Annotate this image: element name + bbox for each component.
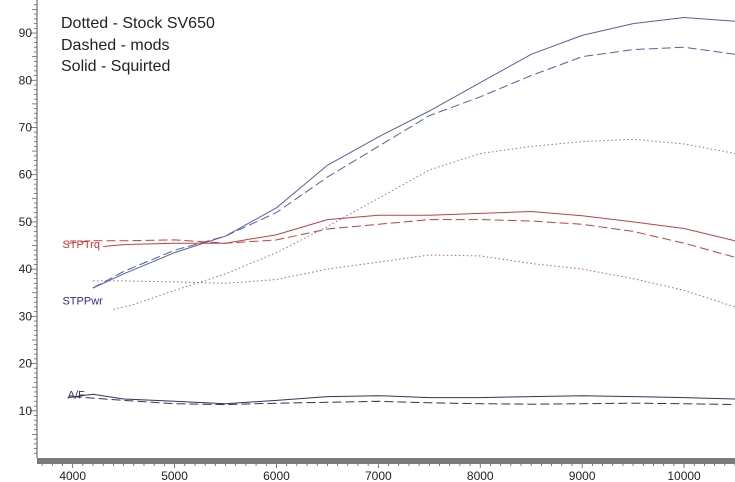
- series-power-dotted: [113, 138, 735, 310]
- series-af-solid: [67, 393, 735, 405]
- y-tick-label: 90: [19, 26, 33, 40]
- series-torque-dotted: [93, 254, 735, 308]
- y-tick-label: 60: [19, 168, 33, 182]
- x-tick-label: 8000: [467, 469, 494, 482]
- x-tick-label: 4000: [59, 469, 86, 482]
- x-axis-band: [37, 458, 735, 464]
- x-tick-label: 10000: [667, 469, 701, 482]
- x-tick-label: 7000: [365, 469, 392, 482]
- x-tick-label: 6000: [263, 469, 290, 482]
- curve-label: A/F: [68, 389, 85, 401]
- curve-label: STPTrq: [62, 239, 100, 251]
- legend-line-solid: Solid - Squirted: [61, 58, 171, 75]
- legend-line-dotted: Dotted - Stock SV650: [61, 15, 215, 32]
- series-torque-solid: [103, 210, 735, 247]
- y-tick-label: 20: [19, 357, 33, 371]
- curve-labels: STPTrq STPPwr A/F: [62, 239, 103, 401]
- series-af-dashed: [72, 396, 735, 406]
- x-tick-label: 5000: [161, 469, 188, 482]
- y-tick-label: 70: [19, 120, 33, 134]
- series-power-solid: [92, 16, 735, 289]
- y-tick-label: 30: [19, 309, 33, 323]
- y-axis: 10 20 30 40 50 60 70 80 90: [19, 0, 38, 458]
- y-tick-label: 40: [19, 262, 33, 276]
- curve-label: STPPwr: [62, 295, 103, 307]
- y-tick-label: 50: [19, 215, 33, 229]
- x-axis: 4000 5000 6000 7000 8000 9000 10000: [37, 458, 735, 482]
- legend-line-dashed: Dashed - mods: [61, 37, 170, 54]
- series-torque-dashed: [67, 219, 735, 258]
- series-layer: [67, 16, 735, 406]
- y-tick-label: 80: [19, 73, 33, 87]
- x-tick-label: 9000: [569, 469, 596, 482]
- y-tick-label: 10: [19, 404, 33, 418]
- series-power-dashed: [92, 46, 735, 289]
